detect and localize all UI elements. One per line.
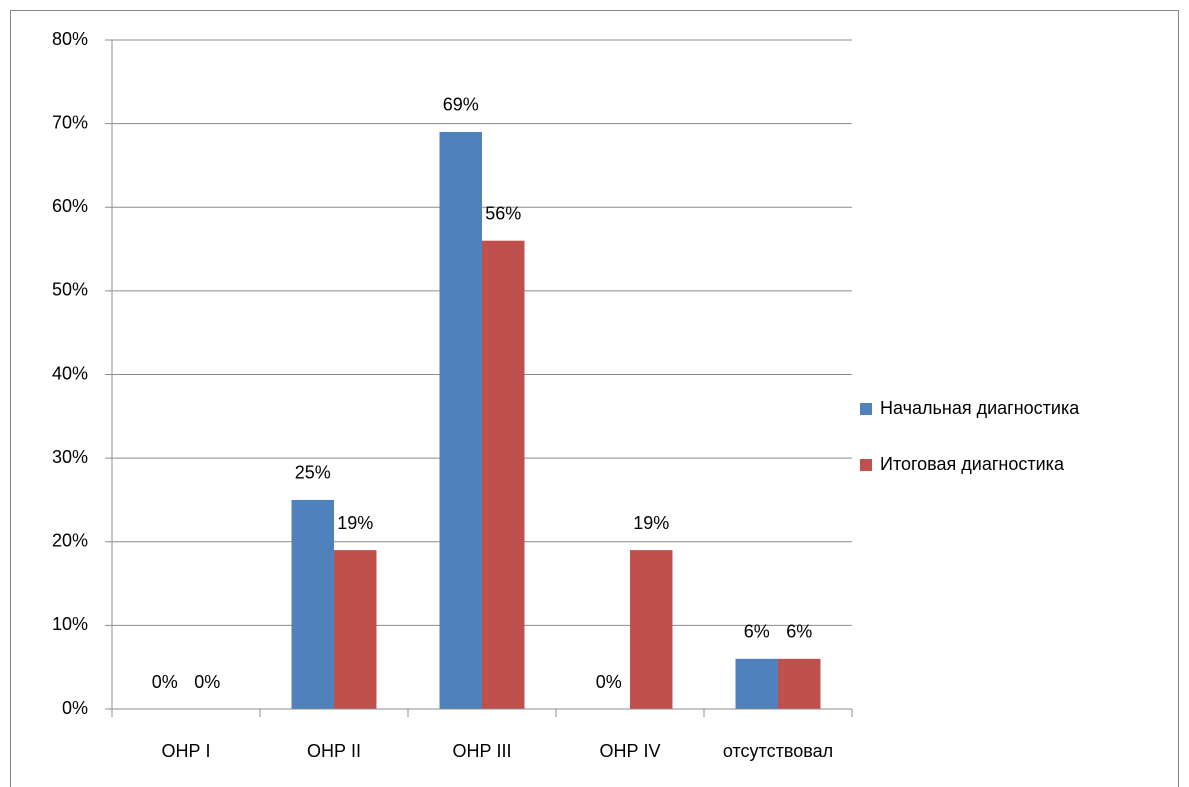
x-tick-label: ОНР III	[452, 741, 511, 761]
data-label: 69%	[443, 95, 479, 115]
x-tick-label: ОНР I	[161, 741, 210, 761]
legend-label: Итоговая диагностика	[880, 454, 1065, 474]
y-tick-label: 40%	[52, 363, 88, 383]
data-label: 6%	[744, 622, 770, 642]
bar	[778, 658, 821, 709]
bar	[439, 131, 482, 710]
bar	[291, 499, 334, 709]
data-label: 0%	[194, 672, 220, 692]
bar	[735, 658, 778, 709]
y-tick-label: 70%	[52, 112, 88, 132]
data-label: 19%	[337, 513, 373, 533]
data-label: 19%	[633, 513, 669, 533]
bar	[630, 550, 673, 709]
legend-swatch	[860, 403, 872, 415]
x-tick-label: ОНР IV	[599, 741, 660, 761]
x-tick-label: ОНР II	[307, 741, 361, 761]
bar	[482, 240, 525, 709]
y-tick-label: 30%	[52, 447, 88, 467]
legend-label: Начальная диагностика	[880, 398, 1080, 418]
y-tick-label: 60%	[52, 196, 88, 216]
chart-border	[10, 10, 1179, 787]
data-label: 56%	[485, 203, 521, 223]
bar	[334, 550, 377, 709]
x-tick-label: отсутствовал	[723, 741, 833, 761]
y-tick-label: 0%	[62, 698, 88, 718]
data-label: 25%	[295, 463, 331, 483]
y-tick-label: 10%	[52, 614, 88, 634]
y-tick-label: 50%	[52, 280, 88, 300]
data-label: 0%	[152, 672, 178, 692]
legend-swatch	[860, 459, 872, 471]
data-label: 6%	[786, 622, 812, 642]
y-tick-label: 80%	[52, 29, 88, 49]
data-label: 0%	[596, 672, 622, 692]
y-tick-label: 20%	[52, 531, 88, 551]
